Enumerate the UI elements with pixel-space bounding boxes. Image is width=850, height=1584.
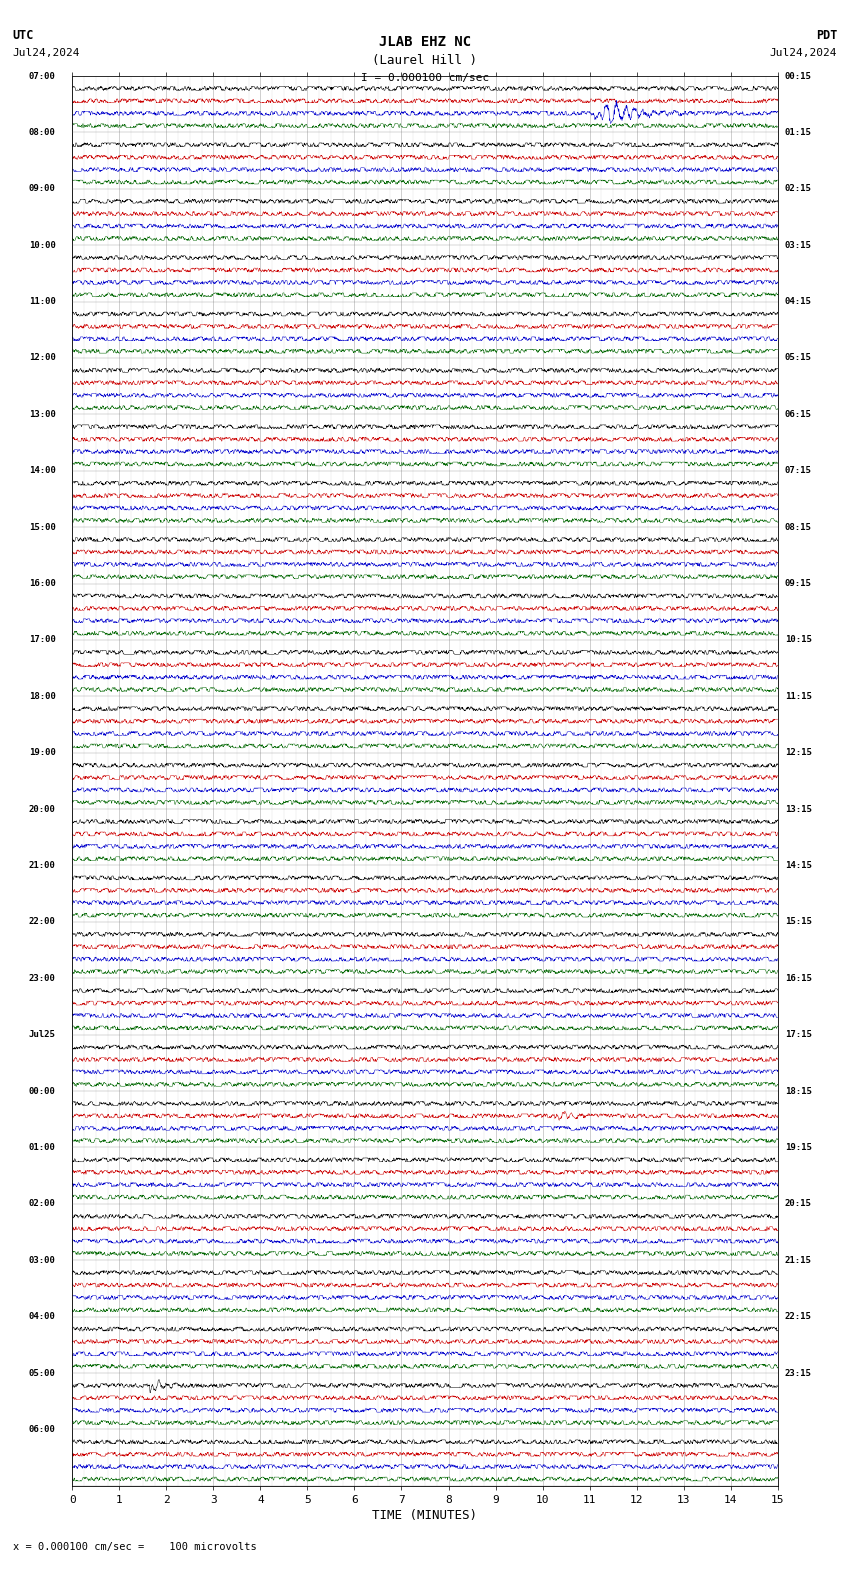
Text: 11:15: 11:15 — [785, 692, 812, 700]
Text: 05:15: 05:15 — [785, 353, 812, 363]
Text: Jul24,2024: Jul24,2024 — [770, 48, 837, 57]
Text: 15:15: 15:15 — [785, 917, 812, 927]
Text: 16:15: 16:15 — [785, 974, 812, 982]
Text: 20:15: 20:15 — [785, 1199, 812, 1209]
Text: 00:15: 00:15 — [785, 71, 812, 81]
Text: 17:15: 17:15 — [785, 1030, 812, 1039]
Text: 04:15: 04:15 — [785, 298, 812, 306]
Text: 18:00: 18:00 — [29, 692, 56, 700]
Text: Jul24,2024: Jul24,2024 — [13, 48, 80, 57]
Text: 04:00: 04:00 — [29, 1312, 56, 1321]
Text: 09:15: 09:15 — [785, 580, 812, 588]
Text: 15:00: 15:00 — [29, 523, 56, 532]
Text: 12:15: 12:15 — [785, 748, 812, 757]
Text: 12:00: 12:00 — [29, 353, 56, 363]
Text: 18:15: 18:15 — [785, 1087, 812, 1096]
Text: Jul25: Jul25 — [29, 1030, 56, 1039]
Text: 19:15: 19:15 — [785, 1144, 812, 1152]
Text: 10:15: 10:15 — [785, 635, 812, 645]
Text: x = 0.000100 cm/sec =    100 microvolts: x = 0.000100 cm/sec = 100 microvolts — [13, 1543, 257, 1552]
Text: 08:15: 08:15 — [785, 523, 812, 532]
Text: 09:00: 09:00 — [29, 184, 56, 193]
Text: PDT: PDT — [816, 29, 837, 41]
Text: 22:15: 22:15 — [785, 1312, 812, 1321]
Text: JLAB EHZ NC: JLAB EHZ NC — [379, 35, 471, 49]
Text: 02:15: 02:15 — [785, 184, 812, 193]
Text: I = 0.000100 cm/sec: I = 0.000100 cm/sec — [361, 73, 489, 82]
Text: 01:15: 01:15 — [785, 128, 812, 136]
Text: 06:00: 06:00 — [29, 1426, 56, 1434]
Text: 19:00: 19:00 — [29, 748, 56, 757]
Text: 23:00: 23:00 — [29, 974, 56, 982]
Text: 11:00: 11:00 — [29, 298, 56, 306]
Text: 21:15: 21:15 — [785, 1256, 812, 1264]
Text: (Laurel Hill ): (Laurel Hill ) — [372, 54, 478, 67]
Text: 23:15: 23:15 — [785, 1369, 812, 1378]
Text: 22:00: 22:00 — [29, 917, 56, 927]
Text: 05:00: 05:00 — [29, 1369, 56, 1378]
Text: 16:00: 16:00 — [29, 580, 56, 588]
Text: 03:00: 03:00 — [29, 1256, 56, 1264]
Text: 14:00: 14:00 — [29, 466, 56, 475]
Text: 00:00: 00:00 — [29, 1087, 56, 1096]
Text: 01:00: 01:00 — [29, 1144, 56, 1152]
Text: 13:15: 13:15 — [785, 805, 812, 814]
Text: 13:00: 13:00 — [29, 410, 56, 418]
Text: 03:15: 03:15 — [785, 241, 812, 250]
Text: 14:15: 14:15 — [785, 862, 812, 870]
Text: UTC: UTC — [13, 29, 34, 41]
Text: 07:15: 07:15 — [785, 466, 812, 475]
Text: 08:00: 08:00 — [29, 128, 56, 136]
Text: 02:00: 02:00 — [29, 1199, 56, 1209]
X-axis label: TIME (MINUTES): TIME (MINUTES) — [372, 1510, 478, 1522]
Text: 17:00: 17:00 — [29, 635, 56, 645]
Text: 20:00: 20:00 — [29, 805, 56, 814]
Text: 07:00: 07:00 — [29, 71, 56, 81]
Text: 21:00: 21:00 — [29, 862, 56, 870]
Text: 10:00: 10:00 — [29, 241, 56, 250]
Text: 06:15: 06:15 — [785, 410, 812, 418]
